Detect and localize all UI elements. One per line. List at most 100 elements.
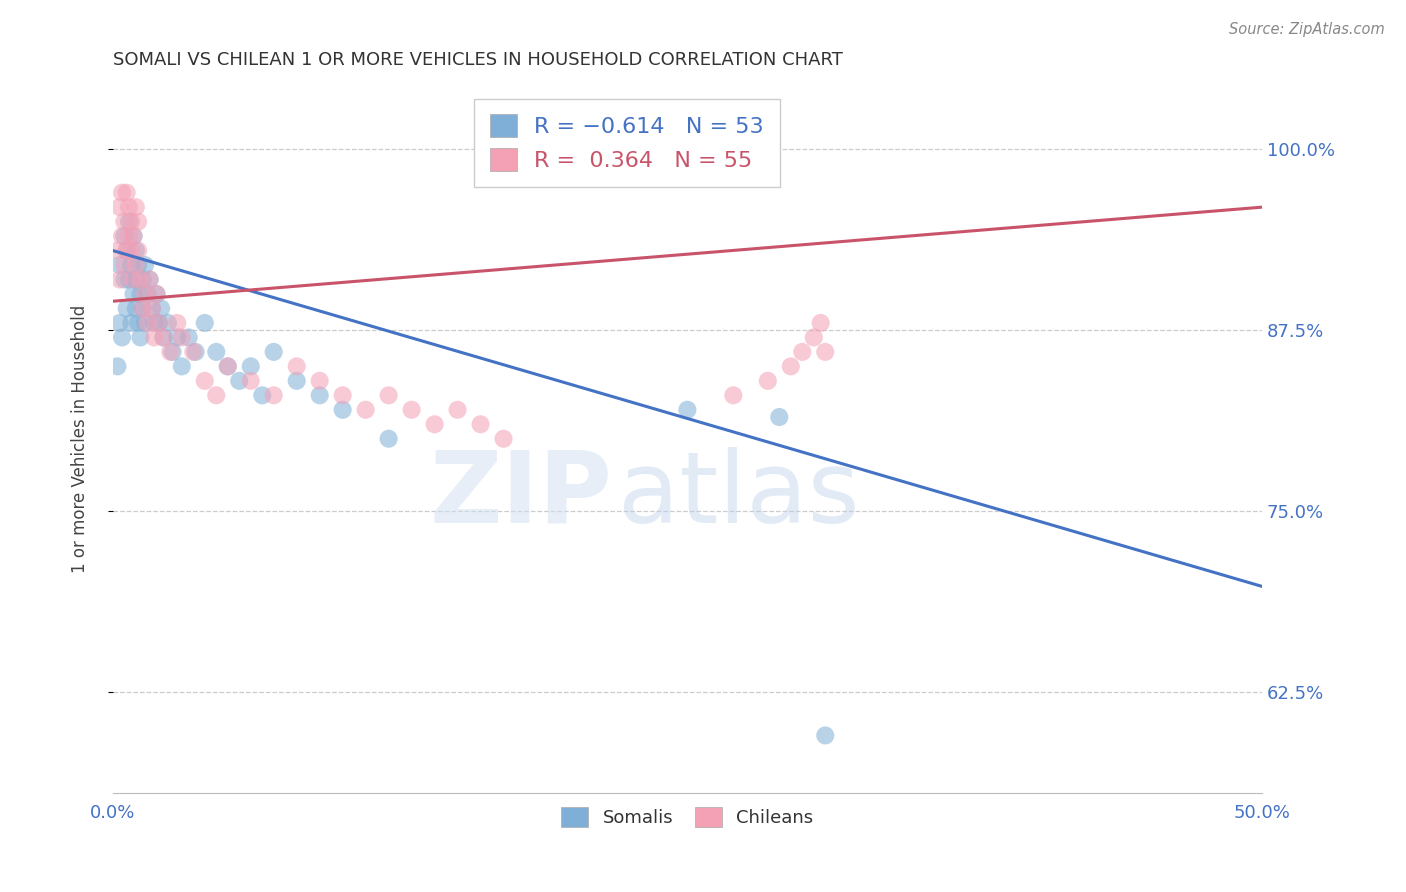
Point (170, 330, 193, 344)
Point (118, 200, 141, 214)
Point (152, 330, 174, 344)
Point (141, 301, 163, 316)
Point (125, 258, 148, 272)
Point (162, 344, 184, 359)
Point (122, 272, 145, 286)
Point (285, 374, 308, 388)
Point (108, 272, 131, 286)
Point (136, 287, 159, 301)
Point (108, 200, 131, 214)
Point (115, 244, 138, 258)
Point (125, 272, 148, 286)
Point (814, 728, 837, 742)
Point (217, 359, 239, 374)
Point (134, 258, 156, 272)
Point (239, 359, 262, 374)
Point (152, 330, 174, 344)
Point (423, 417, 446, 432)
Point (148, 316, 170, 330)
Point (125, 200, 148, 214)
Point (136, 316, 159, 330)
Point (446, 402, 468, 417)
Point (239, 374, 262, 388)
Point (252, 388, 274, 402)
Point (810, 316, 832, 330)
Text: Source: ZipAtlas.com: Source: ZipAtlas.com (1229, 22, 1385, 37)
Point (125, 301, 148, 316)
Point (779, 359, 801, 374)
Point (156, 316, 179, 330)
Point (120, 316, 142, 330)
Point (115, 301, 138, 316)
Point (129, 330, 152, 344)
Point (115, 244, 138, 258)
Point (205, 388, 228, 402)
Point (205, 344, 228, 359)
Point (285, 359, 308, 374)
Point (792, 344, 814, 359)
Point (166, 316, 188, 330)
Point (143, 316, 166, 330)
Point (118, 214, 141, 228)
Point (170, 359, 193, 374)
Point (177, 330, 200, 344)
Text: SOMALI VS CHILEAN 1 OR MORE VEHICLES IN HOUSEHOLD CORRELATION CHART: SOMALI VS CHILEAN 1 OR MORE VEHICLES IN … (112, 51, 842, 69)
Point (122, 229, 145, 244)
Point (332, 388, 354, 402)
Point (803, 330, 825, 344)
Point (308, 374, 330, 388)
Point (141, 301, 163, 316)
Point (134, 287, 156, 301)
Text: atlas: atlas (619, 447, 860, 544)
Point (129, 272, 152, 286)
Point (111, 330, 134, 344)
Point (401, 402, 423, 417)
Point (492, 432, 515, 446)
Point (118, 272, 141, 286)
Point (814, 344, 837, 359)
Point (308, 388, 330, 402)
Point (132, 301, 155, 316)
Point (132, 301, 155, 316)
Point (108, 258, 131, 272)
Point (127, 244, 149, 258)
Point (159, 344, 181, 359)
Point (143, 330, 166, 344)
Point (723, 388, 745, 402)
Y-axis label: 1 or more Vehicles in Household: 1 or more Vehicles in Household (72, 304, 89, 573)
Point (134, 316, 156, 330)
Point (112, 258, 135, 272)
Point (120, 214, 142, 228)
Point (145, 287, 167, 301)
Point (107, 244, 129, 258)
Point (470, 417, 492, 432)
Text: ZIP: ZIP (430, 447, 613, 544)
Point (127, 316, 149, 330)
Point (122, 229, 145, 244)
Point (108, 316, 131, 330)
Point (676, 402, 699, 417)
Point (150, 301, 173, 316)
Point (166, 330, 188, 344)
Point (228, 374, 250, 388)
Point (112, 272, 135, 286)
Point (127, 258, 149, 272)
Point (145, 287, 167, 301)
Point (115, 186, 138, 200)
Point (263, 388, 285, 402)
Point (125, 244, 148, 258)
Point (181, 344, 204, 359)
Point (332, 402, 354, 417)
Point (107, 359, 129, 374)
Point (112, 229, 135, 244)
Point (377, 432, 399, 446)
Point (138, 272, 160, 286)
Point (112, 214, 135, 228)
Point (194, 316, 217, 330)
Point (138, 272, 160, 286)
Point (194, 374, 217, 388)
Legend: Somalis, Chileans: Somalis, Chileans (554, 799, 821, 834)
Point (768, 410, 790, 425)
Point (263, 344, 285, 359)
Point (354, 402, 377, 417)
